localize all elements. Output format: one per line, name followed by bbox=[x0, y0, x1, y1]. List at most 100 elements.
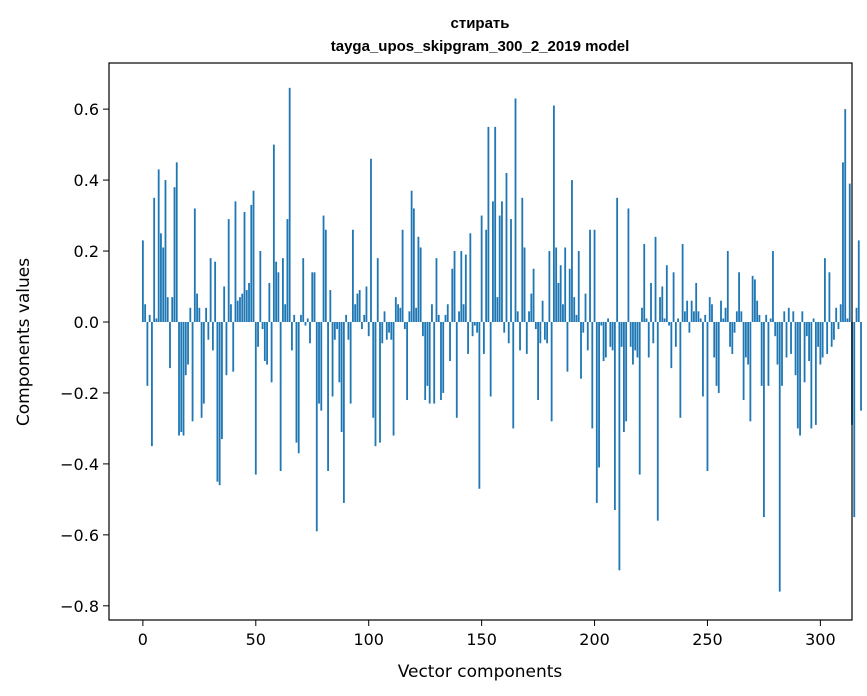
bar bbox=[623, 321, 625, 432]
bar bbox=[557, 282, 560, 322]
bar bbox=[331, 321, 334, 397]
bar bbox=[329, 290, 332, 322]
bar bbox=[437, 314, 440, 322]
bar bbox=[555, 247, 558, 322]
bar bbox=[266, 321, 268, 365]
bar bbox=[552, 105, 555, 322]
bar bbox=[796, 321, 799, 429]
bar bbox=[860, 321, 862, 411]
bar bbox=[774, 321, 777, 337]
bar bbox=[381, 321, 384, 344]
bar bbox=[252, 190, 255, 322]
bar bbox=[672, 272, 675, 322]
bar bbox=[492, 201, 494, 322]
bar bbox=[209, 258, 212, 322]
bar bbox=[311, 272, 314, 322]
bar bbox=[824, 258, 826, 322]
bar bbox=[498, 215, 501, 322]
bar bbox=[349, 321, 352, 404]
bar bbox=[530, 293, 533, 322]
bar bbox=[713, 321, 716, 358]
bar bbox=[505, 172, 508, 322]
bar bbox=[275, 261, 278, 322]
bar bbox=[620, 321, 623, 347]
y-tick-label: 0.6 bbox=[74, 100, 99, 119]
bar bbox=[182, 321, 185, 436]
bar bbox=[763, 321, 765, 518]
bar bbox=[546, 321, 549, 344]
bar bbox=[742, 321, 745, 401]
bar bbox=[686, 300, 689, 322]
bar bbox=[846, 318, 849, 322]
bar bbox=[543, 321, 546, 340]
bar bbox=[385, 321, 388, 340]
bar bbox=[781, 321, 783, 386]
bar bbox=[347, 321, 350, 340]
bar bbox=[460, 251, 463, 322]
bar bbox=[216, 321, 219, 482]
bar bbox=[512, 321, 515, 429]
bar bbox=[717, 321, 720, 393]
y-tick-label: 0.0 bbox=[74, 313, 99, 332]
bar bbox=[363, 314, 366, 322]
bar bbox=[365, 286, 368, 322]
bar bbox=[248, 282, 250, 322]
bar bbox=[776, 321, 779, 365]
bar bbox=[338, 321, 341, 383]
bar bbox=[151, 321, 153, 447]
bar bbox=[442, 321, 445, 393]
bar bbox=[643, 243, 646, 322]
bar bbox=[268, 282, 271, 322]
bar bbox=[534, 321, 537, 330]
bar bbox=[230, 304, 232, 322]
bar bbox=[277, 272, 280, 322]
bar bbox=[835, 307, 838, 322]
bar bbox=[593, 229, 596, 322]
bar bbox=[342, 321, 345, 503]
bar bbox=[300, 314, 302, 322]
bar bbox=[153, 197, 156, 322]
y-tick-label: 0.4 bbox=[74, 171, 99, 190]
bar bbox=[582, 321, 585, 333]
bar bbox=[523, 247, 526, 322]
bar bbox=[785, 321, 788, 358]
bar bbox=[808, 321, 810, 362]
bar bbox=[677, 318, 680, 322]
bar bbox=[166, 297, 169, 322]
bar bbox=[356, 293, 359, 322]
bar bbox=[711, 304, 713, 322]
bar bbox=[598, 321, 600, 468]
bar bbox=[805, 321, 808, 337]
bar bbox=[478, 321, 481, 489]
bar bbox=[521, 197, 524, 322]
bar bbox=[819, 321, 822, 365]
bar bbox=[668, 321, 670, 326]
bar bbox=[541, 300, 544, 322]
bar bbox=[510, 219, 512, 322]
bar bbox=[189, 307, 192, 322]
bar bbox=[772, 251, 774, 322]
bar bbox=[406, 321, 409, 401]
bar bbox=[397, 304, 399, 322]
bar bbox=[480, 215, 483, 322]
bar bbox=[428, 321, 431, 404]
bar bbox=[424, 321, 427, 401]
bar bbox=[198, 307, 201, 322]
bar bbox=[410, 190, 413, 322]
x-tick-label: 0 bbox=[138, 630, 148, 649]
bar bbox=[681, 243, 684, 322]
bar bbox=[853, 321, 856, 518]
bar bbox=[618, 321, 621, 571]
bar bbox=[218, 321, 221, 486]
bar bbox=[503, 321, 506, 333]
bar bbox=[440, 321, 442, 401]
bar bbox=[202, 321, 205, 404]
bar bbox=[525, 321, 528, 354]
bar bbox=[390, 321, 393, 340]
bar bbox=[821, 321, 824, 358]
bar bbox=[833, 321, 835, 340]
bar bbox=[537, 321, 539, 401]
bar bbox=[394, 297, 397, 322]
bar bbox=[516, 311, 519, 322]
bar bbox=[388, 321, 390, 333]
